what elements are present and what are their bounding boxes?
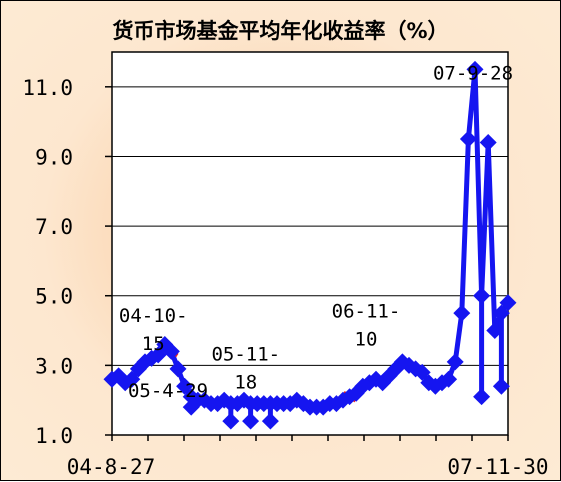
y-tick-label: 9.0 [35, 145, 73, 169]
annotation-label-line2: 10 [355, 328, 378, 350]
series-point [499, 294, 517, 312]
annotation-label: 04-10- [119, 305, 188, 327]
y-tick-label: 7.0 [35, 215, 73, 239]
x-start-label: 04-8-27 [67, 455, 156, 479]
x-end-label: 07-11-30 [447, 455, 548, 479]
series-point [479, 134, 497, 152]
series-marker [261, 412, 279, 430]
y-tick-label: 1.0 [35, 424, 73, 448]
series-point [176, 377, 194, 395]
series-point [440, 370, 458, 388]
series-point [413, 363, 431, 381]
series-point [486, 322, 504, 340]
series-marker [242, 412, 260, 430]
series-marker [492, 377, 510, 395]
series-point [459, 130, 477, 148]
y-tick-label: 11.0 [22, 76, 73, 100]
series-point [149, 346, 167, 364]
annotation-label: 06-11- [332, 300, 401, 322]
series-marker [222, 412, 240, 430]
series-point [492, 304, 510, 322]
series-point [123, 370, 141, 388]
series-point [169, 360, 187, 378]
series-marker [473, 388, 491, 406]
y-tick-label: 3.0 [35, 354, 73, 378]
annotation-label: 05-4-29 [128, 380, 208, 402]
y-tick-label: 5.0 [35, 285, 73, 309]
series-point [446, 353, 464, 371]
annotation-label-line2: 15 [142, 333, 165, 355]
series-point [453, 304, 471, 322]
annotation-label-line2: 18 [234, 372, 257, 394]
series-point [162, 342, 180, 360]
annotation-label: 07-9-28 [433, 62, 513, 84]
chart-title: 货币市场基金平均年化收益率（%） [112, 19, 449, 43]
series-point [473, 287, 491, 305]
annotation-label: 05-11- [211, 344, 280, 366]
